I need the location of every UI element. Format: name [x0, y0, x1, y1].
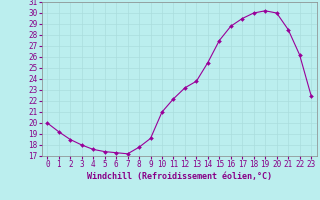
- X-axis label: Windchill (Refroidissement éolien,°C): Windchill (Refroidissement éolien,°C): [87, 172, 272, 181]
